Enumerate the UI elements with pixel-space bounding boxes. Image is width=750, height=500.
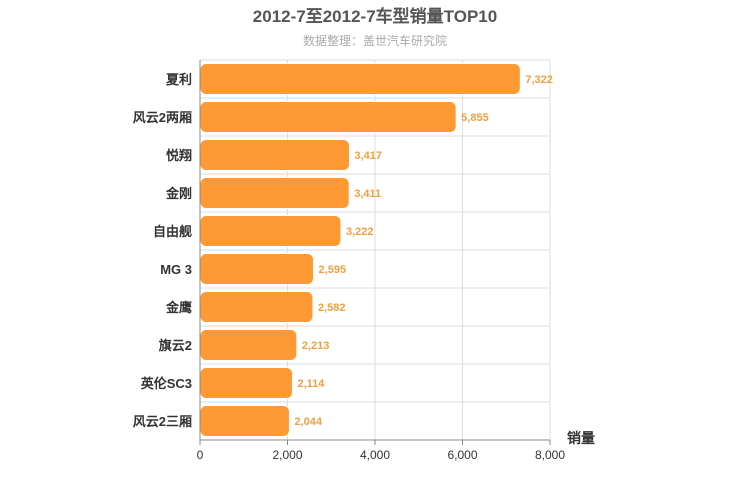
bar xyxy=(199,63,521,95)
bar xyxy=(199,253,315,285)
category-label: 英伦SC3 xyxy=(140,376,192,391)
category-label: 风云2两厢 xyxy=(133,110,192,125)
data-label: 2,582 xyxy=(318,302,346,314)
bar xyxy=(199,405,290,437)
data-label: 2,595 xyxy=(319,264,347,276)
data-label: 7,322 xyxy=(525,74,553,86)
category-label: 悦翔 xyxy=(166,148,192,163)
bar xyxy=(199,101,457,133)
category-label: 金鹰 xyxy=(165,300,192,315)
bar xyxy=(199,177,350,209)
x-axis-title: 销量 xyxy=(567,430,595,446)
bar xyxy=(199,291,314,323)
data-label: 2,213 xyxy=(302,340,330,352)
data-label: 3,411 xyxy=(354,188,381,200)
category-label: 夏利 xyxy=(165,72,192,87)
bar xyxy=(199,139,350,171)
data-label: 3,417 xyxy=(354,150,382,162)
category-label: 金刚 xyxy=(165,186,192,201)
category-label: 旗云2 xyxy=(159,338,192,353)
data-label: 5,855 xyxy=(461,112,489,124)
x-tick-label: 2,000 xyxy=(272,448,302,462)
chart-title: 2012-7至2012-7车型销量TOP10 xyxy=(253,6,497,26)
category-label: 风云2三厢 xyxy=(133,414,192,429)
x-tick-label: 8,000 xyxy=(535,448,565,462)
bar xyxy=(199,367,293,399)
x-tick-label: 0 xyxy=(197,448,204,462)
data-label: 3,222 xyxy=(346,226,374,238)
x-tick-label: 4,000 xyxy=(360,448,390,462)
chart-subtitle: 数据整理：盖世汽车研究院 xyxy=(303,33,447,48)
category-label: 自由舰 xyxy=(153,224,192,239)
bar xyxy=(199,215,342,247)
bars: 7,322 5,855 3,417 3,411 3,222 2,595 2,582 2,213… xyxy=(199,63,553,437)
data-label: 2,114 xyxy=(297,378,325,390)
data-label: 2,044 xyxy=(294,416,322,428)
x-tick-label: 6,000 xyxy=(447,448,477,462)
bar xyxy=(199,329,298,361)
category-label: MG 3 xyxy=(160,262,192,277)
